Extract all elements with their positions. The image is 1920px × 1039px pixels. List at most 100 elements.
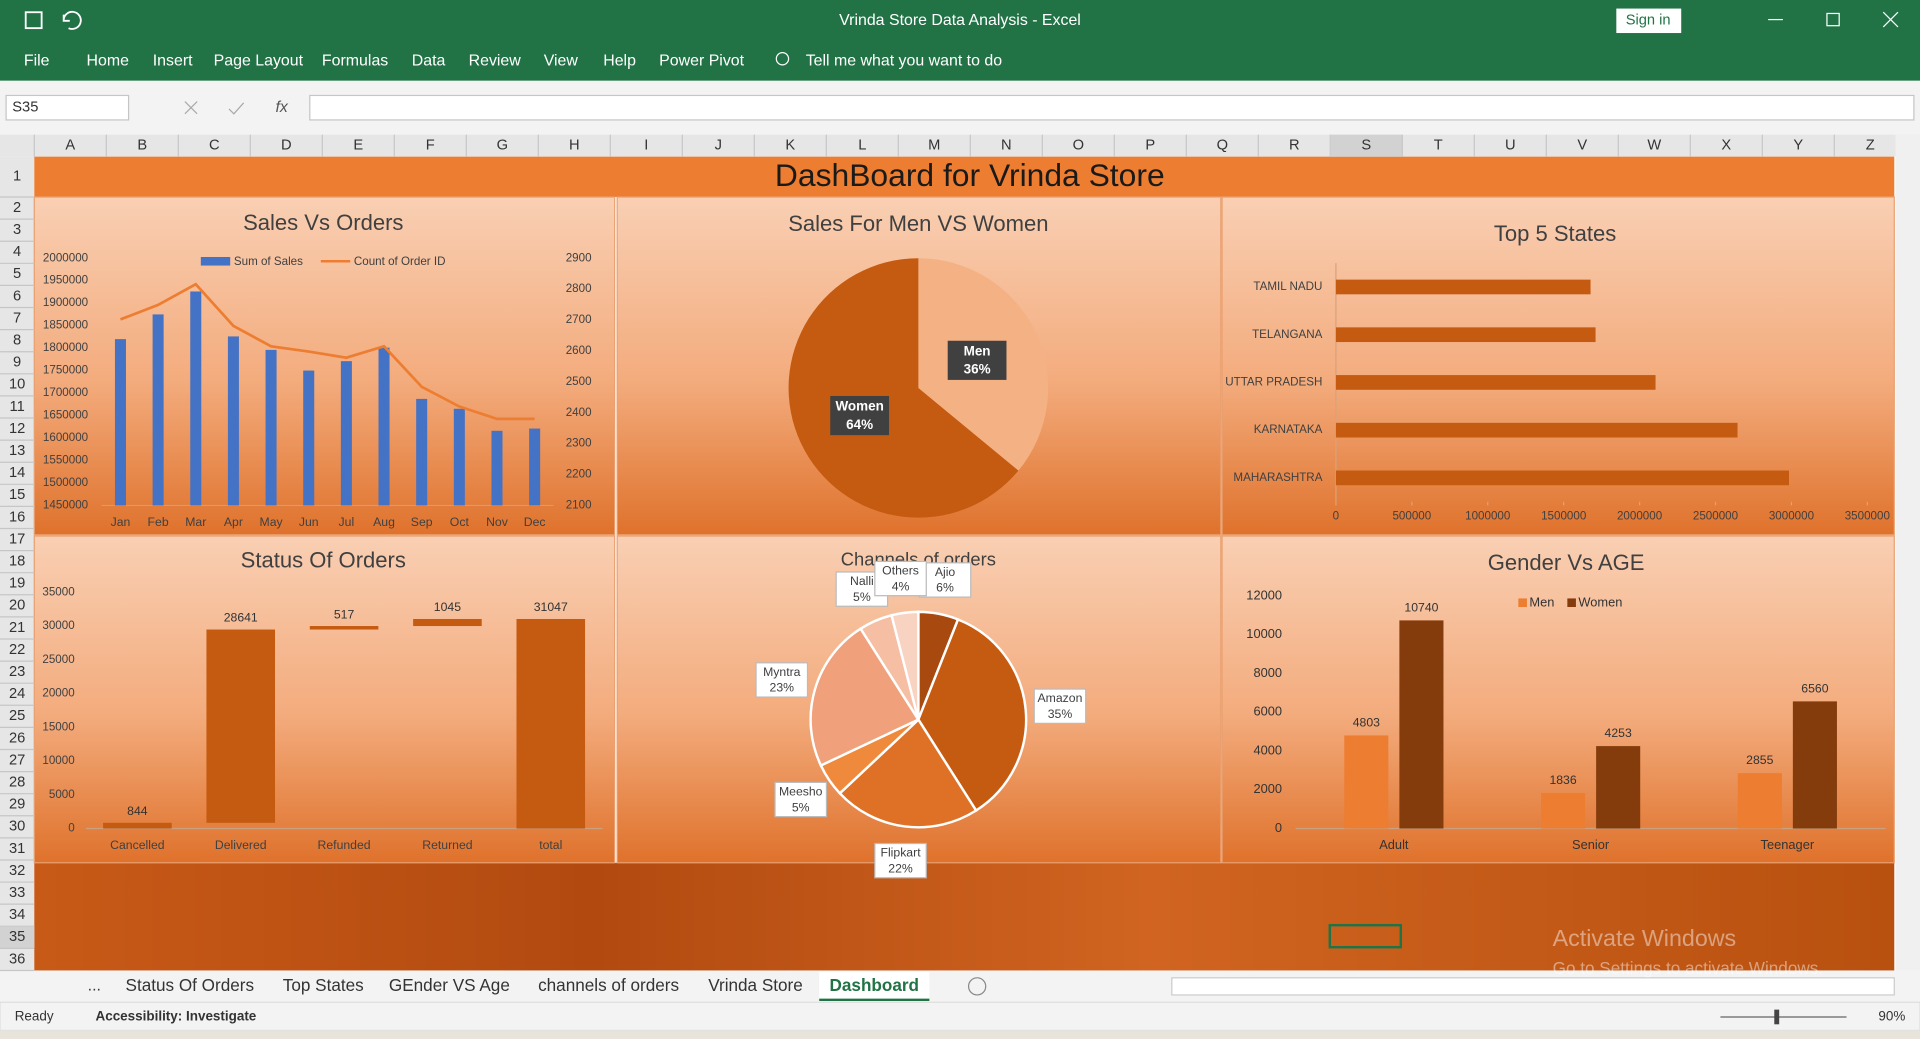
row-header[interactable]: 30 bbox=[9, 819, 25, 835]
zoom-level[interactable]: 90% bbox=[1878, 1009, 1905, 1024]
column-header[interactable]: U bbox=[1505, 138, 1516, 154]
row-header[interactable]: 17 bbox=[9, 531, 25, 547]
sign-in-label[interactable]: Sign in bbox=[1626, 13, 1671, 29]
row-header[interactable]: 9 bbox=[13, 355, 21, 371]
row-header[interactable]: 19 bbox=[9, 576, 25, 592]
row-header[interactable]: 8 bbox=[13, 333, 21, 349]
vertical-scrollbar[interactable] bbox=[1895, 134, 1920, 971]
column-header[interactable]: N bbox=[1001, 138, 1012, 154]
column-header[interactable]: A bbox=[65, 138, 75, 154]
new-sheet[interactable] bbox=[967, 977, 987, 996]
row-header[interactable]: 29 bbox=[9, 797, 25, 813]
row-header[interactable]: 27 bbox=[9, 752, 25, 768]
row-header[interactable]: 36 bbox=[9, 951, 25, 967]
row-header[interactable]: 13 bbox=[9, 443, 25, 459]
tell-me[interactable]: Tell me what you want to do bbox=[806, 52, 1002, 69]
row-header[interactable]: 34 bbox=[9, 907, 25, 923]
row-header[interactable]: 32 bbox=[9, 863, 25, 879]
row-header[interactable]: 6 bbox=[13, 288, 21, 304]
ribbon-tab[interactable]: Help bbox=[603, 52, 636, 69]
ribbon-tab[interactable]: Power Pivot bbox=[659, 52, 744, 69]
row-header[interactable]: 12 bbox=[9, 421, 25, 437]
ribbon-tab[interactable]: Home bbox=[87, 52, 130, 69]
name-box-value[interactable]: S35 bbox=[12, 100, 38, 116]
column-header[interactable]: K bbox=[785, 138, 795, 154]
restore[interactable] bbox=[1826, 12, 1840, 27]
column-header[interactable]: L bbox=[858, 138, 866, 154]
row-header[interactable]: 25 bbox=[9, 708, 25, 724]
row-header[interactable]: 2 bbox=[13, 200, 21, 216]
row-header[interactable]: 1 bbox=[13, 169, 21, 185]
fx-button[interactable]: fx bbox=[275, 99, 288, 116]
row-header[interactable]: 22 bbox=[9, 642, 25, 658]
row-header[interactable]: 11 bbox=[10, 399, 25, 415]
ribbon-tab[interactable]: Data bbox=[412, 52, 446, 69]
ribbon-tab[interactable]: Formulas bbox=[322, 52, 388, 69]
row-header[interactable]: 31 bbox=[9, 841, 25, 857]
row-header[interactable]: 5 bbox=[13, 266, 21, 282]
data-label: 35% bbox=[1048, 707, 1073, 721]
sheet-tab[interactable]: Status Of Orders bbox=[126, 975, 255, 995]
column-header[interactable]: W bbox=[1647, 138, 1661, 154]
row-header[interactable]: 21 bbox=[9, 620, 25, 636]
save-icon[interactable] bbox=[24, 11, 43, 30]
column-header[interactable]: D bbox=[281, 138, 292, 154]
column-header[interactable]: M bbox=[928, 138, 940, 154]
row-header[interactable]: 16 bbox=[9, 509, 25, 525]
name-box[interactable] bbox=[5, 94, 130, 121]
row-header[interactable]: 33 bbox=[9, 885, 25, 901]
sheet-tab[interactable]: Dashboard bbox=[830, 975, 919, 995]
column-header[interactable]: X bbox=[1721, 138, 1731, 154]
tab-more[interactable]: ... bbox=[88, 978, 101, 995]
column-header[interactable]: Y bbox=[1793, 138, 1803, 154]
zoom-thumb[interactable] bbox=[1774, 1009, 1780, 1025]
y2-tick-label: 2300 bbox=[566, 437, 592, 450]
formula-input[interactable] bbox=[309, 94, 1915, 121]
sheet-tab[interactable]: Top States bbox=[283, 975, 364, 995]
sheet-tab[interactable]: GEnder VS Age bbox=[389, 975, 510, 995]
column-header[interactable]: F bbox=[426, 138, 435, 154]
close[interactable] bbox=[1882, 11, 1899, 28]
row-header[interactable]: 26 bbox=[9, 730, 25, 746]
ribbon-tab[interactable]: Page Layout bbox=[214, 52, 304, 69]
row-header[interactable]: 7 bbox=[13, 310, 21, 326]
sheet-tab[interactable]: Vrinda Store bbox=[708, 975, 803, 995]
row-header[interactable]: 14 bbox=[9, 465, 25, 481]
column-header[interactable]: G bbox=[497, 138, 508, 154]
row-header[interactable]: 35 bbox=[9, 929, 25, 945]
column-header[interactable]: I bbox=[644, 138, 648, 154]
ribbon-tab[interactable]: Review bbox=[469, 52, 522, 69]
sheet-tab[interactable]: channels of orders bbox=[538, 975, 679, 995]
selected-cell[interactable] bbox=[1328, 923, 1403, 949]
row-header[interactable]: 18 bbox=[9, 554, 25, 570]
active-tab[interactable] bbox=[819, 971, 930, 1002]
sign-in-button[interactable] bbox=[1616, 8, 1682, 34]
row-header[interactable]: 3 bbox=[13, 222, 21, 238]
horizontal-scrollbar[interactable] bbox=[1171, 977, 1895, 996]
ribbon-tab[interactable]: File bbox=[24, 52, 50, 69]
row-header[interactable]: 15 bbox=[9, 487, 25, 503]
row-header[interactable]: 20 bbox=[9, 598, 25, 614]
column-header[interactable]: H bbox=[569, 138, 580, 154]
column-header[interactable]: C bbox=[209, 138, 220, 154]
column-header[interactable]: B bbox=[137, 138, 147, 154]
accessibility[interactable]: Accessibility: Investigate bbox=[96, 1009, 257, 1024]
column-header[interactable]: Q bbox=[1217, 138, 1228, 154]
ribbon-tab[interactable]: View bbox=[544, 52, 579, 69]
column-header[interactable]: J bbox=[715, 138, 722, 154]
column-header[interactable]: E bbox=[353, 138, 363, 154]
row-header[interactable]: 23 bbox=[9, 664, 25, 680]
undo-icon[interactable] bbox=[62, 10, 82, 30]
column-header[interactable]: S bbox=[1361, 138, 1371, 154]
column-header[interactable]: Z bbox=[1866, 138, 1875, 154]
ribbon-tab[interactable]: Insert bbox=[153, 52, 193, 69]
column-header[interactable]: R bbox=[1289, 138, 1300, 154]
column-header[interactable]: T bbox=[1434, 138, 1443, 154]
row-header[interactable]: 28 bbox=[9, 775, 25, 791]
column-header[interactable]: O bbox=[1073, 138, 1084, 154]
column-header[interactable]: P bbox=[1145, 138, 1155, 154]
column-header[interactable]: V bbox=[1577, 138, 1587, 154]
row-header[interactable]: 10 bbox=[9, 377, 25, 393]
row-header[interactable]: 24 bbox=[9, 686, 25, 702]
row-header[interactable]: 4 bbox=[13, 244, 21, 260]
